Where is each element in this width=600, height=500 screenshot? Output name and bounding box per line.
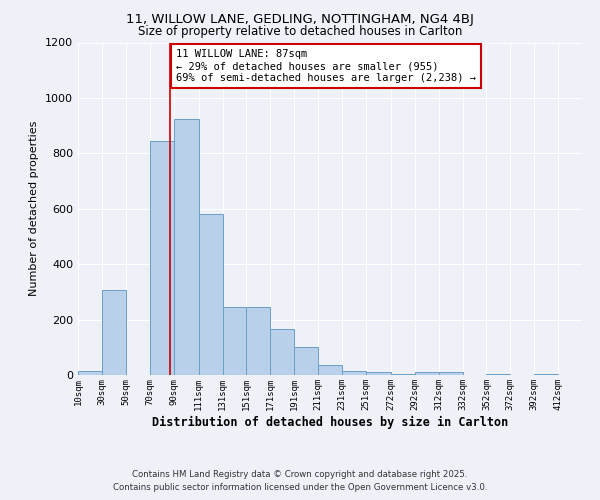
Bar xyxy=(318,366,342,375)
Text: 11 WILLOW LANE: 87sqm
← 29% of detached houses are smaller (955)
69% of semi-det: 11 WILLOW LANE: 87sqm ← 29% of detached … xyxy=(176,50,476,82)
Bar xyxy=(487,374,511,375)
Text: 11, WILLOW LANE, GEDLING, NOTTINGHAM, NG4 4BJ: 11, WILLOW LANE, GEDLING, NOTTINGHAM, NG… xyxy=(126,12,474,26)
Bar xyxy=(223,307,247,375)
Text: Contains HM Land Registry data © Crown copyright and database right 2025.
Contai: Contains HM Land Registry data © Crown c… xyxy=(113,470,487,492)
Bar xyxy=(415,372,439,375)
Y-axis label: Number of detached properties: Number of detached properties xyxy=(29,121,40,296)
Bar xyxy=(149,141,173,375)
Bar xyxy=(342,371,366,375)
Text: Size of property relative to detached houses in Carlton: Size of property relative to detached ho… xyxy=(138,25,462,38)
Bar xyxy=(391,374,415,375)
Bar xyxy=(439,372,463,375)
Bar xyxy=(270,330,294,375)
Bar xyxy=(294,348,318,375)
Bar xyxy=(78,371,102,375)
Bar xyxy=(366,372,391,375)
Bar xyxy=(247,307,270,375)
Bar xyxy=(534,374,558,375)
Bar xyxy=(173,118,199,375)
Bar xyxy=(102,290,126,375)
X-axis label: Distribution of detached houses by size in Carlton: Distribution of detached houses by size … xyxy=(152,416,508,428)
Bar xyxy=(199,214,223,375)
